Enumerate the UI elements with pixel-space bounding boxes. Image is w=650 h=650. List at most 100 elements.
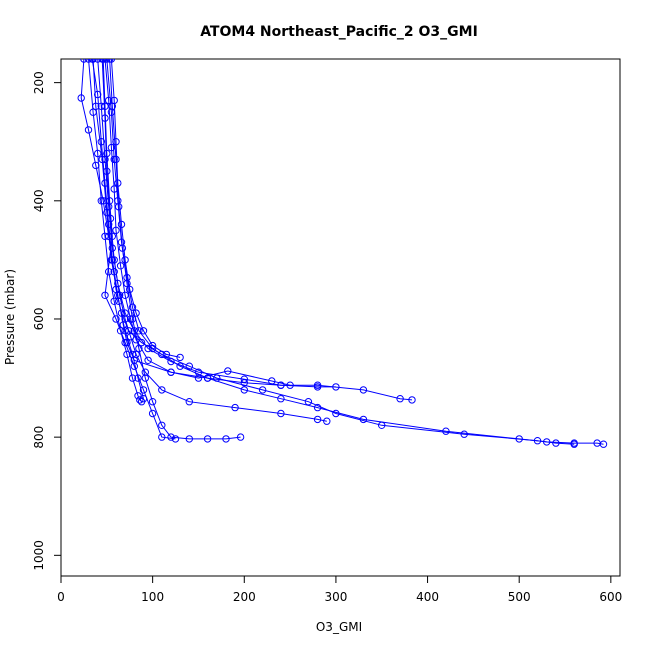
series-line: [88, 59, 142, 403]
data-point: [128, 303, 137, 311]
data-point: [121, 291, 129, 299]
series-line: [110, 59, 181, 358]
data-point: [115, 297, 123, 305]
data-point: [94, 90, 102, 99]
data-point: [185, 362, 194, 370]
data-point: [116, 262, 125, 270]
plot-frame: [60, 58, 621, 577]
data-point: [460, 430, 468, 438]
data-point: [88, 59, 96, 63]
series: [84, 59, 146, 406]
data-point: [222, 435, 230, 443]
data-point: [112, 315, 120, 323]
x-tick-label: 0: [57, 590, 65, 604]
y-tick-label: 400: [32, 189, 46, 212]
data-point: [112, 226, 120, 235]
series-layer: [77, 59, 608, 448]
data-point: [171, 435, 180, 443]
series: [105, 59, 245, 443]
data-point: [185, 398, 194, 406]
data-point: [114, 179, 122, 187]
data-point: [408, 396, 416, 404]
data-point: [118, 244, 127, 252]
data-point: [92, 161, 100, 170]
data-point: [359, 386, 368, 394]
data-point: [332, 409, 340, 418]
data-point: [103, 59, 111, 63]
data-point: [77, 94, 85, 102]
series-line: [97, 59, 336, 388]
data-point: [115, 203, 123, 211]
data-point: [110, 297, 118, 305]
series-line: [91, 59, 575, 445]
x-axis-label: O3_GMI: [316, 620, 362, 634]
data-point: [101, 102, 109, 111]
data-point: [396, 395, 404, 403]
data-point: [570, 440, 578, 448]
data-point: [442, 427, 450, 435]
data-point: [112, 138, 120, 146]
data-point: [128, 374, 137, 382]
x-tick-label: 300: [324, 590, 347, 604]
data-point: [135, 344, 143, 353]
x-tick-label: 400: [416, 590, 439, 604]
y-axis-label: Pressure (mbar): [3, 269, 17, 365]
data-point: [158, 386, 166, 394]
series-line: [101, 59, 327, 422]
data-point: [110, 96, 118, 105]
data-point: [132, 309, 140, 317]
data-point: [552, 439, 560, 447]
data-point: [121, 256, 129, 264]
data-point: [105, 220, 113, 229]
data-point: [84, 59, 93, 63]
y-tick-label: 600: [32, 308, 46, 331]
data-point: [167, 368, 175, 376]
data-point: [141, 374, 150, 382]
series-line: [102, 59, 176, 440]
data-point: [240, 386, 249, 394]
x-tick-label: 500: [508, 590, 531, 604]
data-point: [144, 356, 152, 364]
data-point: [313, 415, 322, 424]
data-point: [533, 437, 542, 445]
y-tick-label: 800: [32, 426, 46, 449]
data-point: [194, 374, 203, 382]
data-point: [94, 59, 102, 63]
data-point: [332, 383, 340, 391]
data-point: [103, 149, 111, 158]
data-point: [126, 285, 134, 294]
data-point: [148, 341, 157, 350]
series: [89, 59, 416, 404]
data-point: [117, 309, 126, 317]
series-line: [104, 59, 291, 386]
data-point: [126, 315, 135, 323]
data-point: [117, 220, 126, 229]
data-point: [304, 398, 313, 406]
data-point: [89, 108, 97, 116]
data-point: [101, 291, 109, 299]
data-point: [139, 327, 148, 335]
data-point: [121, 338, 129, 347]
x-tick-label: 600: [599, 590, 622, 604]
data-point: [107, 143, 116, 152]
x-axis: 0 100 200 300 400 500 600: [57, 575, 622, 604]
data-point: [162, 350, 171, 359]
x-tick-label: 100: [141, 590, 164, 604]
data-point: [99, 59, 107, 63]
data-point: [112, 155, 120, 164]
series: [107, 59, 184, 362]
data-point: [167, 433, 175, 441]
data-point: [108, 232, 117, 241]
data-point: [108, 244, 117, 252]
data-point: [277, 409, 285, 418]
data-point: [323, 417, 331, 425]
data-point: [135, 327, 143, 335]
data-point: [203, 435, 212, 443]
y-tick-label: 200: [32, 71, 46, 94]
data-point: [123, 279, 131, 288]
data-point: [277, 381, 285, 389]
x-tick-label: 200: [233, 590, 256, 604]
data-point: [240, 375, 249, 383]
y-axis: 200 400 600 800 1000: [32, 71, 62, 571]
chart-title: ATOM4 Northeast_Pacific_2 O3_GMI: [200, 24, 478, 40]
